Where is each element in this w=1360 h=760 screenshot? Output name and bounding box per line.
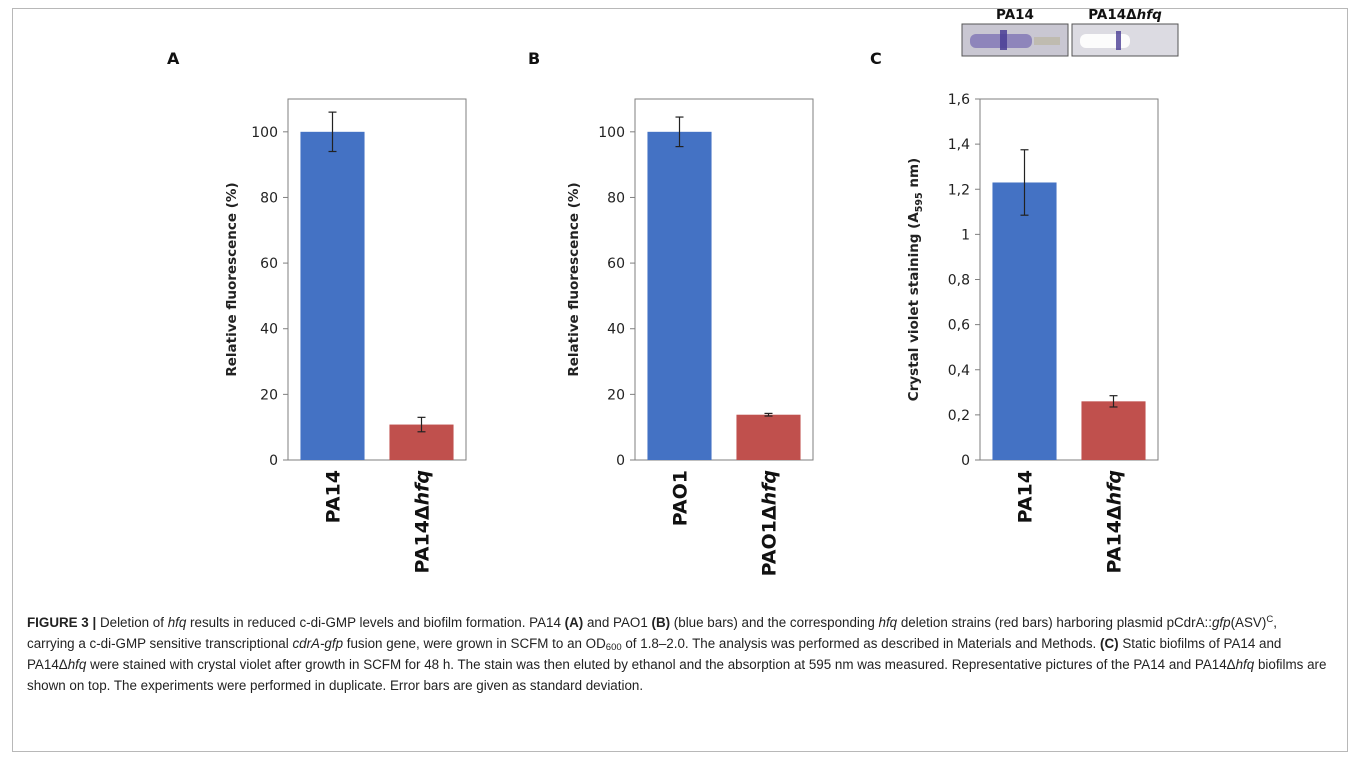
y-tick-label: 1,6	[948, 92, 970, 108]
category-label: PAO1	[670, 470, 692, 526]
caption-text: hfq	[167, 615, 187, 630]
caption-text: C	[1266, 614, 1274, 625]
y-tick-label: 80	[260, 190, 278, 206]
bar	[736, 414, 801, 460]
y-tick-label: 0	[961, 453, 970, 469]
panel-a: A 0 20 40 60 80 100 Relative fluorescence (%) PA…	[167, 49, 467, 573]
caption-text: (ASV)	[1230, 615, 1267, 630]
photo-label: PA14	[996, 7, 1034, 23]
caption-text: Deletion of	[96, 615, 168, 630]
category-label: PA14Δhfq	[412, 470, 434, 573]
plot-area	[287, 98, 467, 461]
caption-text: (blue bars) and the corresponding	[670, 615, 879, 630]
category-label-gene: hfq	[759, 470, 781, 505]
caption-text: of 1.8–2.0. The analysis was performed a…	[621, 636, 1100, 651]
y-tick-label: 20	[260, 387, 278, 403]
caption-text: hfq	[67, 657, 87, 672]
y-axis-label: Relative fluorescence (%)	[566, 182, 582, 376]
y-axis-label-subscript: 595	[914, 192, 925, 212]
category-label: PAO1Δhfq	[759, 470, 781, 576]
stain-ring	[1000, 30, 1007, 50]
y-tick-label: 0,6	[948, 318, 970, 334]
y-axis-label: Relative fluorescence (%)	[224, 182, 240, 376]
category-label: PA14	[1015, 470, 1037, 523]
caption-text: hfq	[878, 615, 898, 630]
stain-ring	[1116, 31, 1121, 50]
y-tick-label: 0	[269, 453, 278, 469]
y-tick-label: 80	[607, 190, 625, 206]
caption-text: were stained with crystal violet after g…	[86, 657, 1236, 672]
y-tick-label: 40	[260, 322, 278, 338]
tube-body	[1080, 34, 1130, 48]
category-label-main: PA14Δ	[412, 505, 434, 573]
category-label-main: PA14	[323, 470, 345, 523]
category-label: PA14	[323, 470, 345, 523]
panel-label: A	[167, 49, 180, 68]
y-tick-label: 0,2	[948, 408, 970, 424]
y-tick-label: 100	[598, 125, 625, 141]
y-tick-label: 60	[607, 256, 625, 272]
y-tick-label: 0,4	[948, 363, 970, 379]
bar	[647, 131, 712, 460]
y-tick-label: 0	[616, 453, 625, 469]
category-label-main: PAO1	[670, 470, 692, 526]
y-tick-label: 60	[260, 256, 278, 272]
caption-text: results in reduced c-di-GMP levels and b…	[186, 615, 565, 630]
caption-text: and PAO1	[583, 615, 652, 630]
plot-area	[634, 98, 814, 461]
y-axis-label-text: Crystal violet staining (A	[906, 212, 922, 402]
panel-label: C	[870, 49, 882, 68]
caption-text: hfq	[1235, 657, 1255, 672]
figure-frame	[12, 8, 1348, 752]
bar	[1081, 401, 1146, 460]
biofilm-photo-wildtype	[961, 23, 1069, 57]
caption-text: deletion strains (red bars) harboring pl…	[897, 615, 1212, 630]
panel-label: B	[528, 49, 540, 68]
photo-label-main: PA14Δ	[1088, 7, 1137, 23]
photo-label: PA14Δhfq	[1088, 7, 1162, 23]
caption-text: Static biofilms of PA14 and PA14Δ	[27, 636, 1282, 672]
panel-c: C 0 0,2 0,4 0,6 0,8 1 1,2 1,4 1,6 Crystal violet s…	[870, 7, 1179, 573]
caption-text: fusion gene, were grown in SCFM to an OD	[343, 636, 606, 651]
caption-text: (A)	[564, 615, 584, 630]
category-label-main: PAO1Δ	[759, 505, 781, 576]
caption-text: (B)	[651, 615, 671, 630]
photo-label-main: PA14	[996, 7, 1034, 23]
caption-text: (C)	[1100, 636, 1119, 651]
category-label-main: PA14	[1015, 470, 1037, 523]
photo-label-gene: hfq	[1137, 7, 1162, 23]
caption-text: , carrying a c-di-GMP sensitive transcri…	[27, 615, 1277, 651]
figure-caption: FIGURE 3 | Deletion of hfq results in re…	[27, 612, 1327, 696]
tube-cap	[1034, 37, 1060, 45]
category-label: PA14Δhfq	[1104, 470, 1126, 573]
y-tick-label: 20	[607, 387, 625, 403]
panel-b: B 0 20 40 60 80 100 Relative fluorescence (%) PA…	[528, 49, 814, 576]
caption-text: gfp	[1211, 615, 1231, 630]
caption-text: cdrA-gfp	[292, 636, 344, 651]
y-tick-label: 1,4	[948, 137, 970, 153]
y-tick-label: 1,2	[948, 182, 970, 198]
y-tick-label: 0,8	[948, 273, 970, 289]
caption-text: biofilms are shown on top. The experimen…	[27, 657, 1327, 693]
caption-label: FIGURE 3 |	[27, 615, 97, 630]
biofilm-photo-mutant	[1071, 23, 1179, 57]
category-label-gene: hfq	[412, 470, 434, 505]
category-label-gene: hfq	[1104, 470, 1126, 505]
y-tick-label: 100	[251, 125, 278, 141]
bar	[992, 182, 1057, 460]
y-axis-label: Crystal violet staining (A595 nm)	[906, 158, 925, 401]
bar	[300, 131, 365, 460]
y-axis-label-unit: nm)	[906, 158, 922, 193]
category-label-main: PA14Δ	[1104, 505, 1126, 573]
y-axis-label-text: Relative fluorescence (%)	[224, 182, 240, 376]
caption-text: 600	[605, 642, 622, 653]
y-tick-label: 1	[961, 227, 970, 243]
y-tick-label: 40	[607, 322, 625, 338]
y-axis-label-text: Relative fluorescence (%)	[566, 182, 582, 376]
